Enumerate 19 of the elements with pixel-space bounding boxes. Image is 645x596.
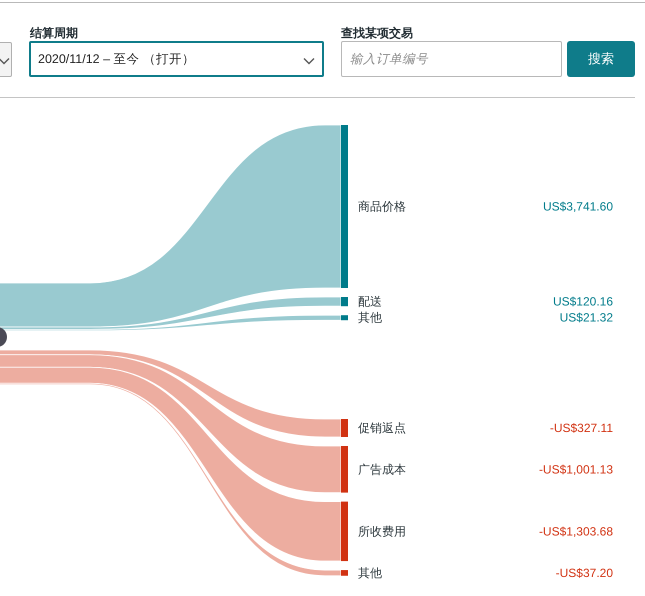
value-label: US$21.32	[560, 310, 613, 325]
placeholder: 输入订单编号	[350, 50, 428, 68]
button-label: 搜索	[588, 50, 614, 68]
category-label: 商品价格	[358, 200, 406, 214]
label: 结算周期	[30, 25, 78, 42]
value-label: US$3,741.60	[542, 200, 613, 214]
category-label: 其他	[358, 566, 382, 580]
category-label: 配送	[358, 294, 382, 309]
value-label: -US$327.11	[550, 421, 613, 435]
category-label: 其他	[358, 310, 382, 325]
label: 查找某项交易	[341, 25, 413, 42]
value-label: -US$1,001.13	[538, 462, 613, 476]
category-label: 广告成本	[358, 462, 406, 476]
value-label: -US$1,303.68	[538, 524, 613, 538]
value-label: -US$37.20	[556, 566, 613, 580]
select-value: 2020/11/12 – 至今 （打开）	[38, 50, 196, 68]
category-label: 所收费用	[358, 524, 406, 538]
category-label: 促销返点	[358, 421, 406, 435]
value-label: US$120.16	[552, 294, 613, 309]
